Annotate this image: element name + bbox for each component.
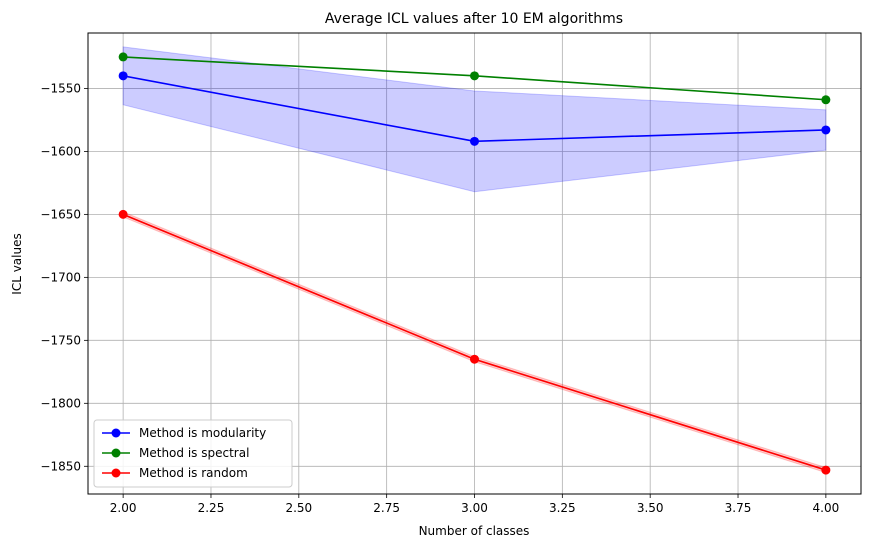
x-axis-label: Number of classes [419,524,530,538]
x-tick-label: 3.75 [725,501,752,515]
legend: Method is modularity Method is spectral Me… [93,419,293,488]
y-tick-label: −1750 [40,333,81,347]
data-point [821,125,831,135]
y-axis-label: ICL values [10,233,24,294]
y-tick-label: −1550 [40,81,81,95]
legend-marker [111,448,121,458]
legend-box [93,419,293,488]
y-tick-label: −1650 [40,207,81,221]
data-point [118,209,128,219]
legend-label: Method is modularity [139,426,266,440]
y-tick-label: −1700 [40,270,81,284]
x-tick-label: 2.50 [285,501,312,515]
data-point [821,465,831,475]
grid [88,33,861,494]
data-point [118,52,128,62]
x-tick-label: 2.00 [110,501,137,515]
x-tick-label: 4.00 [813,501,840,515]
y-axis-ticks: −1850 −1800 −1750 −1700 −1650 −1600 −1550 [40,81,88,473]
x-tick-label: 2.25 [198,501,225,515]
legend-marker [111,468,121,478]
x-tick-label: 3.25 [549,501,576,515]
data-point [470,71,479,81]
data-point [821,95,831,105]
y-tick-label: −1850 [40,459,81,473]
legend-label: Method is spectral [139,446,249,460]
data-point [470,136,479,146]
x-axis-ticks: 2.00 2.25 2.50 2.75 3.00 3.25 3.50 3.75 4.00 [110,494,839,515]
series-points [118,52,831,475]
legend-marker [111,428,121,438]
data-point [118,71,128,81]
y-tick-label: −1800 [40,396,81,410]
x-tick-label: 3.00 [461,501,488,515]
confidence-band [122,46,827,193]
y-tick-label: −1600 [40,144,81,158]
x-tick-label: 2.75 [373,501,400,515]
data-point [470,354,479,364]
chart-title: Average ICL values after 10 EM algorithm… [325,11,623,27]
legend-label: Method is random [139,466,248,480]
x-tick-label: 3.50 [637,501,664,515]
